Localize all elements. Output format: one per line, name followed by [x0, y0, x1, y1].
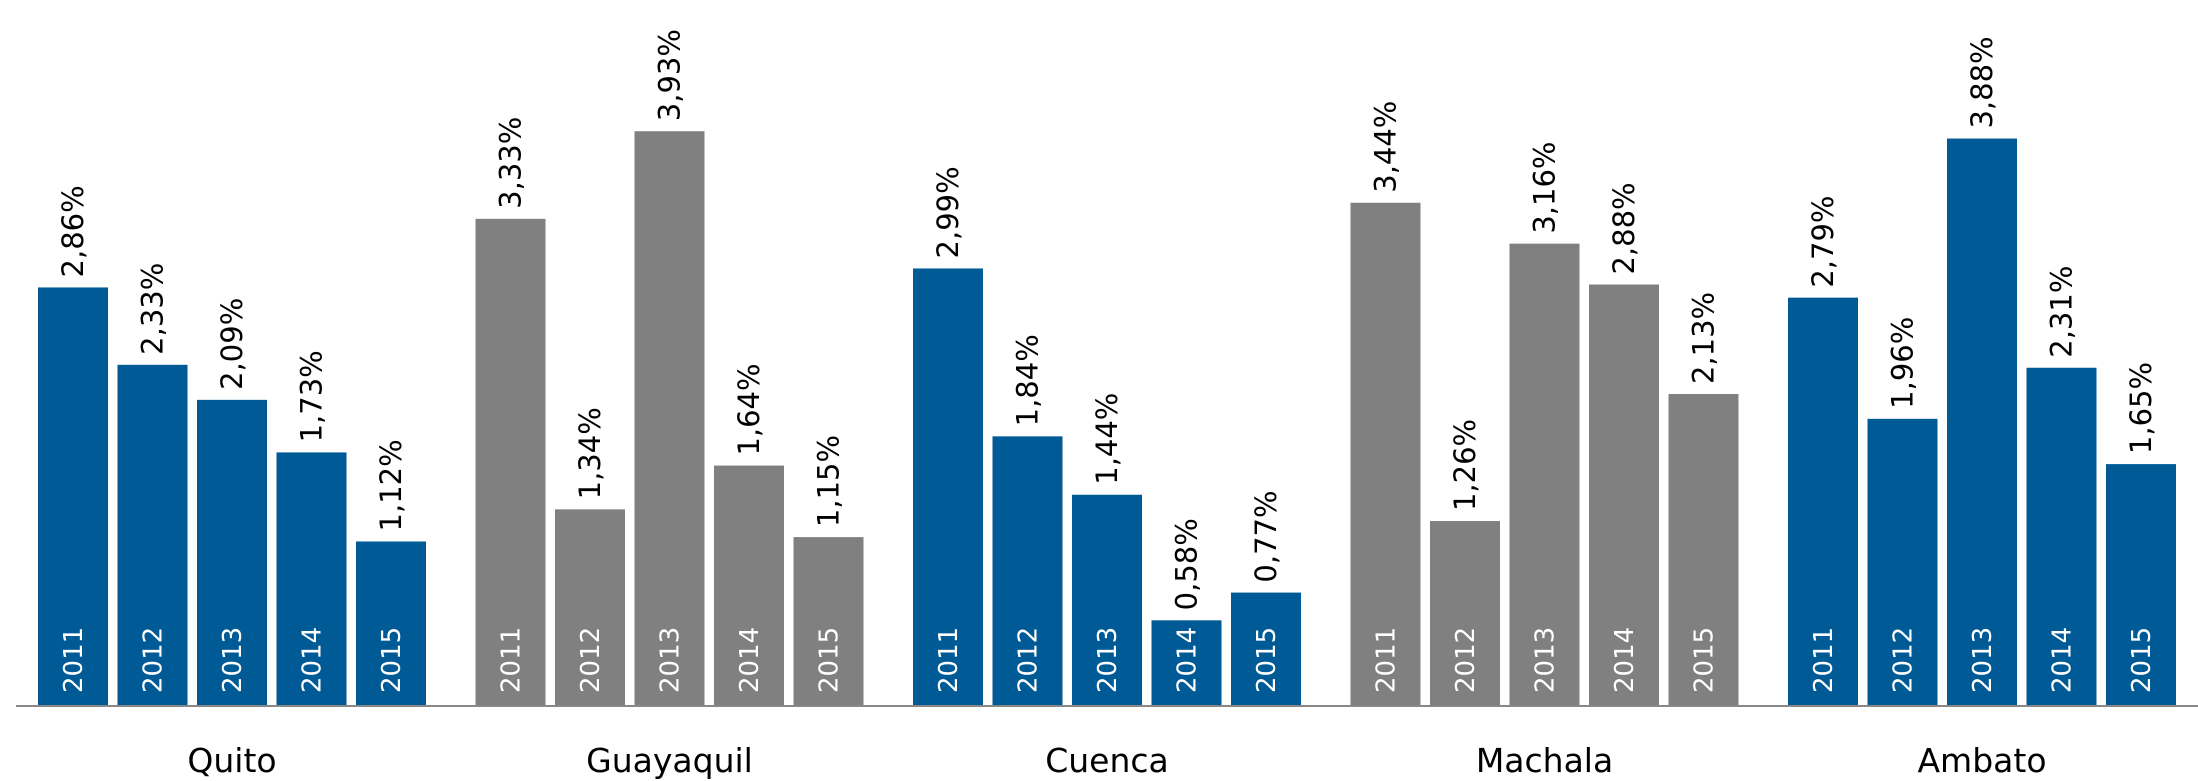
- value-label: 1,65%: [2124, 362, 2158, 454]
- value-label: 1,12%: [374, 439, 408, 531]
- value-label: 2,09%: [215, 298, 249, 390]
- bar: [1072, 494, 1142, 705]
- year-label: 2015: [377, 627, 407, 693]
- value-label: 2,33%: [136, 263, 170, 355]
- year-label: 2014: [298, 627, 328, 693]
- value-label: 1,44%: [1090, 393, 1124, 485]
- value-label: 3,88%: [1965, 36, 1999, 128]
- value-label: 2,86%: [56, 185, 90, 277]
- value-label: 3,93%: [653, 29, 687, 121]
- year-label: 2012: [1014, 627, 1044, 693]
- bar: [1668, 394, 1739, 705]
- year-label: 2014: [1173, 627, 1203, 693]
- bar: [634, 131, 705, 706]
- bar: [2106, 464, 2176, 705]
- year-label: 2013: [1968, 627, 1998, 693]
- group-label: Guayaquil: [586, 741, 753, 780]
- bar: [793, 537, 864, 705]
- group-label: Machala: [1476, 741, 1613, 780]
- year-label: 2013: [1093, 627, 1123, 693]
- value-label: 2,79%: [1806, 196, 1840, 288]
- value-label: 0,58%: [1170, 518, 1204, 610]
- bar: [38, 287, 108, 705]
- bar: [276, 452, 347, 705]
- year-label: 2014: [1610, 627, 1640, 693]
- year-label: 2012: [1889, 627, 1919, 693]
- bar: [555, 509, 625, 705]
- bar: [1589, 284, 1659, 705]
- group-label: Quito: [187, 741, 276, 780]
- bar: [197, 399, 267, 705]
- group-label: Ambato: [1917, 741, 2046, 780]
- year-label: 2015: [815, 627, 845, 693]
- value-label: 3,44%: [1369, 101, 1403, 193]
- value-label: 2,31%: [2045, 266, 2079, 358]
- value-label: 3,33%: [494, 117, 528, 209]
- bar: [1509, 243, 1580, 705]
- bar: [1788, 297, 1858, 705]
- year-label: 2013: [656, 627, 686, 693]
- year-label: 2012: [576, 627, 606, 693]
- year-label: 2015: [1690, 627, 1720, 693]
- bar: [356, 541, 426, 705]
- bar: [1867, 418, 1938, 705]
- bar: [714, 465, 784, 705]
- group-label: Cuenca: [1045, 741, 1169, 780]
- year-label: 2012: [1451, 627, 1481, 693]
- bar: [1350, 202, 1421, 705]
- value-label: 1,84%: [1011, 334, 1045, 426]
- bar: [913, 268, 983, 705]
- bar: [475, 218, 546, 705]
- value-label: 2,99%: [931, 166, 965, 258]
- value-label: 3,16%: [1528, 141, 1562, 233]
- year-label: 2011: [59, 627, 89, 693]
- value-label: 1,96%: [1886, 317, 1920, 409]
- year-label: 2013: [1531, 627, 1561, 693]
- bar: [117, 364, 188, 705]
- value-label: 2,13%: [1687, 292, 1721, 384]
- bar: [992, 436, 1063, 705]
- year-label: 2011: [934, 627, 964, 693]
- bar: [1947, 138, 2017, 705]
- bar: [1430, 521, 1500, 705]
- year-label: 2013: [218, 627, 248, 693]
- year-label: 2012: [139, 627, 169, 693]
- bar: [1151, 620, 1222, 705]
- year-label: 2011: [1372, 627, 1402, 693]
- year-label: 2015: [1252, 627, 1282, 693]
- value-label: 0,77%: [1249, 490, 1283, 582]
- value-label: 1,64%: [732, 363, 766, 455]
- year-label: 2014: [2048, 627, 2078, 693]
- year-label: 2015: [2127, 627, 2157, 693]
- value-label: 1,73%: [295, 350, 329, 442]
- year-label: 2011: [1809, 627, 1839, 693]
- value-label: 2,88%: [1607, 182, 1641, 274]
- year-label: 2014: [735, 627, 765, 693]
- value-label: 1,15%: [812, 435, 846, 527]
- value-label: 1,34%: [573, 407, 607, 499]
- bar: [2026, 367, 2097, 705]
- year-label: 2011: [497, 627, 527, 693]
- bar: [1231, 592, 1301, 705]
- value-label: 1,26%: [1448, 419, 1482, 511]
